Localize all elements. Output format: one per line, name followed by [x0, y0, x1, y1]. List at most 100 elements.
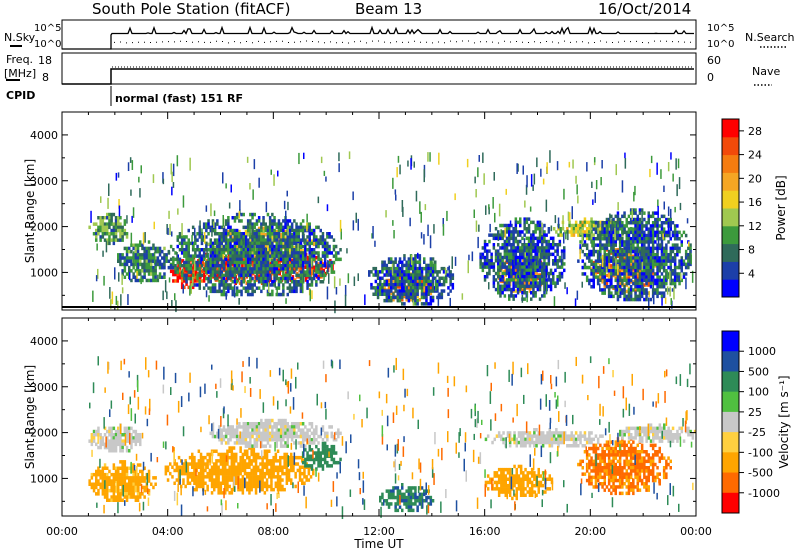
power-echo-cell	[381, 292, 384, 296]
power-echo-cell	[288, 241, 292, 246]
power-echo-cell	[412, 270, 415, 274]
power-echo-cell	[251, 228, 254, 233]
power-echo-cell	[295, 232, 298, 236]
power-echo-cell	[310, 232, 314, 236]
power-echo-cell	[603, 275, 606, 279]
power-echo-cell	[266, 289, 270, 294]
power-echo-cell	[590, 278, 593, 283]
power-echo-cell	[220, 248, 223, 252]
power-echo-cell	[590, 220, 593, 225]
power-echo-cell	[207, 286, 210, 290]
power-echo-cell	[286, 248, 289, 252]
power-echo-cell	[665, 256, 668, 260]
power-echo-cell	[275, 222, 278, 226]
power-echo-cell	[516, 220, 520, 225]
power-echo-cell	[216, 264, 219, 268]
power-echo-cell	[638, 278, 642, 283]
power-echo-cell	[194, 283, 197, 287]
power-scatter-cell	[347, 273, 350, 284]
power-echo-cell	[579, 233, 582, 237]
power-echo-cell	[295, 244, 298, 249]
power-echo-cell	[207, 276, 210, 281]
power-echo-cell	[295, 254, 298, 258]
power-echo-cell	[246, 260, 250, 265]
power-scatter-cell	[485, 205, 487, 215]
power-scatter-cell	[194, 227, 196, 239]
power-echo-cell	[523, 275, 526, 279]
power-echo-cell	[627, 243, 631, 247]
power-scatter-cell	[166, 224, 168, 235]
power-echo-cell	[387, 278, 391, 283]
power-echo-cell	[552, 275, 555, 279]
power-echo-cell	[233, 254, 237, 258]
power-scatter-cell	[568, 161, 571, 168]
power-echo-cell	[176, 235, 179, 239]
power-echo-cell	[505, 284, 509, 289]
power-echo-cell	[654, 240, 657, 244]
power-echo-cell	[647, 272, 650, 276]
power-echo-cell	[211, 254, 215, 258]
power-echo-cell	[634, 237, 637, 241]
power-echo-cell	[266, 212, 270, 217]
power-echo-cell	[169, 257, 173, 262]
power-echo-cell	[634, 249, 637, 254]
power-echo-cell	[623, 230, 626, 235]
power-echo-cell	[301, 238, 305, 242]
power-echo-cell	[368, 270, 371, 274]
power-echo-cell	[323, 244, 327, 249]
power-echo-cell	[249, 254, 252, 258]
power-echo-cell	[260, 260, 263, 265]
power-echo-cell	[547, 275, 551, 279]
power-echo-cell	[257, 219, 261, 223]
power-echo-cell	[514, 262, 518, 266]
power-echo-cell	[483, 243, 487, 247]
power-echo-cell	[390, 298, 393, 303]
power-scatter-cell	[614, 227, 616, 240]
power-echo-cell	[610, 259, 613, 263]
power-scatter-cell	[171, 186, 173, 196]
power-echo-cell	[376, 276, 380, 280]
power-scatter-cell	[581, 281, 583, 288]
power-echo-cell	[559, 230, 562, 234]
power-echo-cell	[183, 248, 186, 252]
power-scatter-cell	[517, 266, 519, 273]
power-echo-cell	[387, 285, 391, 289]
power-echo-cell	[288, 254, 292, 258]
power-echo-cell	[614, 269, 617, 273]
power-echo-cell	[143, 256, 146, 260]
power-echo-cell	[638, 224, 642, 228]
power-scatter-cell	[304, 245, 306, 257]
power-echo-cell	[266, 245, 270, 250]
power-echo-cell	[523, 249, 526, 253]
power-echo-cell	[508, 227, 511, 231]
power-echo-cell	[418, 254, 422, 258]
power-scatter-cell	[522, 165, 524, 175]
power-echo-cell	[202, 254, 206, 258]
power-scatter-cell	[207, 252, 209, 262]
power-echo-cell	[299, 244, 303, 249]
power-echo-cell	[191, 244, 195, 249]
power-echo-cell	[590, 285, 593, 289]
power-echo-cell	[643, 253, 646, 257]
power-echo-cell	[231, 248, 234, 252]
power-echo-cell	[266, 260, 270, 265]
power-scatter-cell	[346, 248, 348, 254]
power-echo-cell	[328, 264, 331, 268]
power-echo-cell	[108, 212, 111, 217]
power-echo-cell	[141, 256, 144, 260]
power-echo-cell	[147, 272, 151, 276]
power-echo-cell	[521, 236, 524, 241]
power-echo-cell	[505, 265, 509, 269]
power-echo-cell	[379, 282, 382, 287]
power-echo-cell	[623, 240, 626, 244]
power-echo-cell	[492, 275, 496, 279]
power-echo-cell	[244, 251, 248, 255]
power-echo-cell	[536, 284, 540, 289]
power-scatter-cell	[375, 289, 378, 296]
power-echo-cell	[592, 246, 595, 251]
power-echo-cell	[532, 246, 535, 250]
power-echo-cell	[647, 217, 650, 222]
power-echo-cell	[277, 225, 281, 230]
power-echo-cell	[405, 263, 408, 268]
power-echo-cell	[494, 278, 498, 282]
